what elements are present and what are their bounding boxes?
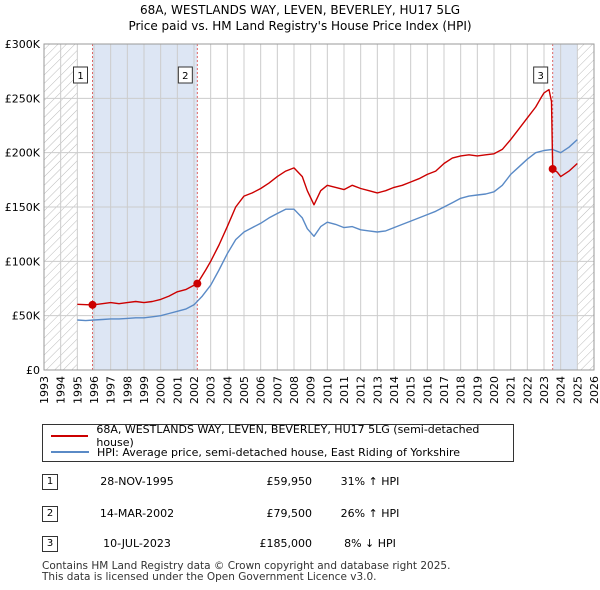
y-tick-label: £200K: [5, 147, 41, 160]
transaction-price: £79,500: [266, 507, 313, 520]
x-tick-label: 2024: [555, 376, 568, 404]
x-tick-label: 2020: [488, 376, 501, 404]
x-tick-label: 2011: [338, 376, 351, 404]
x-tick-label: 2019: [471, 376, 484, 404]
chart-subtitle: Price paid vs. HM Land Registry's House …: [128, 19, 472, 33]
x-tick-label: 1993: [38, 376, 51, 404]
x-tick-label: 2015: [405, 376, 418, 404]
sale-point: [193, 279, 202, 288]
x-tick-label: 2017: [438, 376, 451, 404]
x-tick-label: 1996: [88, 376, 101, 404]
x-tick-label: 2003: [205, 376, 218, 404]
x-tick-label: 2026: [588, 376, 600, 404]
x-tick-label: 1995: [71, 376, 84, 404]
table-row: 2 14-MAR-2002 £79,500 26% ↑ HPI: [42, 506, 442, 522]
hpi-line: [77, 139, 578, 322]
x-tick-label: 2014: [388, 376, 401, 404]
x-tick-label: 1999: [138, 376, 151, 404]
sale-marker-box: [533, 66, 549, 84]
x-tick-label: 2025: [571, 376, 584, 404]
plot-frame: [43, 43, 595, 371]
transaction-date: 10-JUL-2023: [103, 537, 171, 550]
x-tick-label: 1994: [55, 376, 68, 404]
legend-item-hpi: HPI: Average price, semi-detached house,…: [51, 444, 460, 460]
legend: 68A, WESTLANDS WAY, LEVEN, BEVERLEY, HU1…: [42, 423, 514, 462]
sale-marker-label: 3: [537, 71, 543, 82]
transaction-number: 2: [42, 506, 58, 522]
sale-marker-box: [177, 66, 193, 84]
chart-title: 68A, WESTLANDS WAY, LEVEN, BEVERLEY, HU1…: [0, 2, 600, 34]
transaction-price: £59,950: [266, 475, 313, 488]
footer: Contains HM Land Registry data © Crown c…: [42, 561, 450, 583]
table-row: 3 10-JUL-2023 £185,000 8% ↓ HPI: [42, 536, 442, 552]
footer-copyright: Contains HM Land Registry data © Crown c…: [42, 560, 451, 572]
x-tick-label: 2023: [538, 376, 551, 404]
x-tick-label: 2009: [305, 376, 318, 404]
transaction-hpi-diff: 31% ↑ HPI: [340, 475, 400, 488]
sale-point: [548, 164, 557, 173]
x-tick-label: 2007: [271, 376, 284, 404]
x-tick-label: 1997: [105, 376, 118, 404]
table-row: 1 28-NOV-1995 £59,950 31% ↑ HPI: [42, 474, 442, 490]
x-tick-label: 2001: [171, 376, 184, 404]
y-tick-label: £0: [26, 364, 40, 377]
x-tick-label: 1998: [121, 376, 134, 404]
y-tick-label: £100K: [5, 255, 41, 268]
x-tick-label: 2016: [421, 376, 434, 404]
y-tick-label: £300K: [5, 38, 41, 51]
x-tick-label: 2000: [155, 376, 168, 404]
y-tick-label: £50K: [12, 310, 41, 323]
y-tick-label: £250K: [5, 92, 41, 105]
sale-point: [88, 300, 97, 309]
transaction-date: 28-NOV-1995: [100, 475, 174, 488]
x-tick-label: 2005: [238, 376, 251, 404]
x-tick-label: 2012: [355, 376, 368, 404]
x-tick-label: 2022: [521, 376, 534, 404]
x-tick-label: 2013: [371, 376, 384, 404]
legend-label-hpi: HPI: Average price, semi-detached house,…: [97, 445, 461, 459]
legend-item-property: 68A, WESTLANDS WAY, LEVEN, BEVERLEY, HU1…: [51, 423, 513, 449]
footer-licence: This data is licensed under the Open Gov…: [42, 571, 377, 583]
transaction-date: 14-MAR-2002: [99, 507, 175, 520]
x-tick-label: 2002: [188, 376, 201, 404]
transaction-hpi-diff: 26% ↑ HPI: [340, 507, 400, 520]
x-tick-label: 2021: [505, 376, 518, 404]
x-tick-label: 2018: [455, 376, 468, 404]
x-tick-label: 2010: [321, 376, 334, 404]
chart-title-line1: 68A, WESTLANDS WAY, LEVEN, BEVERLEY, HU1…: [139, 3, 461, 17]
legend-label-property: 68A, WESTLANDS WAY, LEVEN, BEVERLEY, HU1…: [96, 423, 480, 449]
x-tick-label: 2008: [288, 376, 301, 404]
sale-marker-box: [73, 66, 88, 84]
transaction-number: 3: [42, 536, 58, 552]
transaction-hpi-diff: 8% ↓ HPI: [344, 537, 396, 550]
x-tick-label: 2006: [255, 376, 268, 404]
transaction-price: £185,000: [259, 537, 313, 550]
transaction-number: 1: [42, 474, 58, 490]
sale-marker-label: 1: [77, 71, 83, 82]
sale-marker-label: 2: [182, 71, 188, 82]
y-tick-label: £150K: [5, 201, 41, 214]
x-tick-label: 2004: [221, 376, 234, 404]
legend-swatch-property: [51, 435, 89, 437]
legend-swatch-hpi: [51, 451, 89, 453]
property-price-line: [77, 88, 578, 306]
